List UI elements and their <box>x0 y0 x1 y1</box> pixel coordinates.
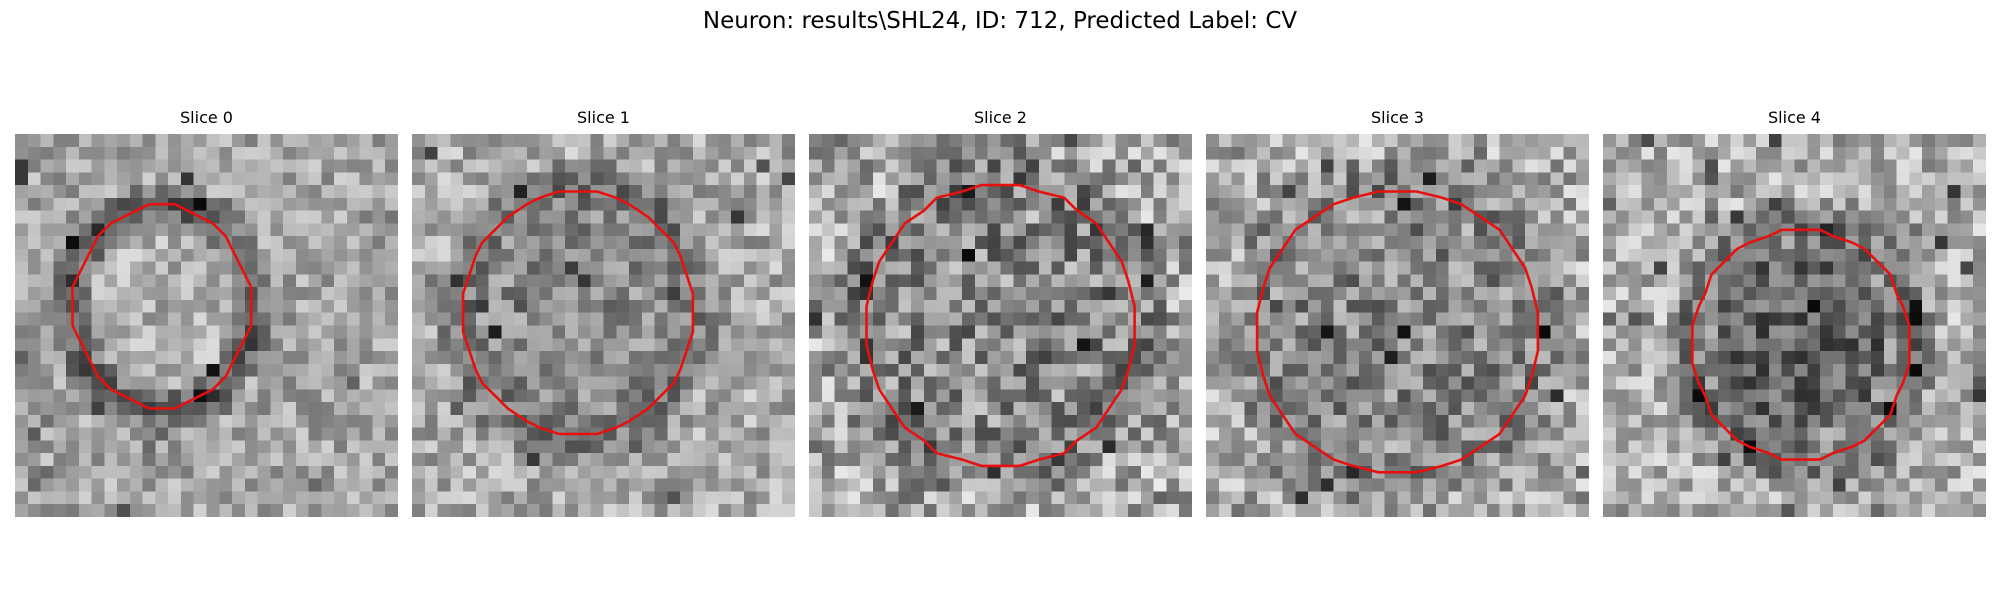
contour-overlay-0 <box>71 202 253 410</box>
slice-panel-0: Slice 0 <box>15 108 398 522</box>
predicted-contour-0 <box>71 202 253 410</box>
slice-panel-2: Slice 2 <box>809 108 1192 522</box>
slice-image-3 <box>1206 134 1589 517</box>
slice-title-0: Slice 0 <box>180 108 233 127</box>
microscopy-slice-4 <box>1603 134 1986 517</box>
slice-image-4 <box>1603 134 1986 517</box>
microscopy-slice-1 <box>412 134 795 517</box>
microscopy-slice-2 <box>809 134 1192 517</box>
slice-image-0 <box>15 134 398 517</box>
slice-image-2 <box>809 134 1192 517</box>
microscopy-slice-0 <box>15 134 398 517</box>
slice-title-1: Slice 1 <box>577 108 630 127</box>
microscopy-slice-3 <box>1206 134 1589 517</box>
contour-overlay-2 <box>865 183 1136 468</box>
predicted-contour-3 <box>1255 190 1540 474</box>
slice-panel-1: Slice 1 <box>412 108 795 522</box>
figure-title: Neuron: results\SHL24, ID: 712, Predicte… <box>702 8 1298 34</box>
slice-image-1 <box>412 134 795 517</box>
slice-title-2: Slice 2 <box>974 108 1027 127</box>
predicted-contour-1 <box>461 190 695 436</box>
contour-overlay-4 <box>1691 228 1911 461</box>
contour-overlay-1 <box>461 190 695 436</box>
slice-title-3: Slice 3 <box>1371 108 1424 127</box>
slice-panel-3: Slice 3 <box>1206 108 1589 522</box>
slice-title-4: Slice 4 <box>1768 108 1821 127</box>
slice-panel-4: Slice 4 <box>1603 108 1986 522</box>
predicted-contour-2 <box>865 183 1136 468</box>
predicted-contour-4 <box>1691 228 1911 461</box>
contour-overlay-3 <box>1255 190 1540 474</box>
